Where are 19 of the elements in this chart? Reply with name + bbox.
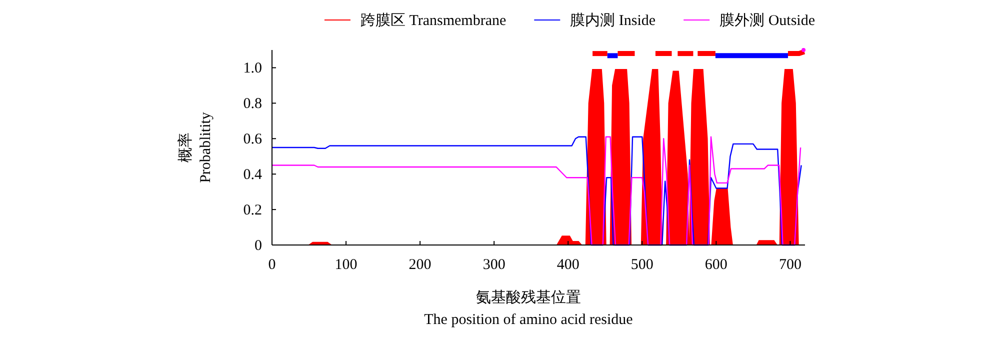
y-tick-label: 0.6: [243, 132, 262, 148]
y-tick-label: 1.0: [243, 60, 262, 77]
legend-label: 膜内测 Inside: [570, 12, 656, 29]
legend-label: 跨膜区 Transmembrane: [360, 12, 506, 29]
y-tick-label: 0: [254, 238, 262, 254]
y-tick-label: 0.4: [243, 167, 262, 184]
x-tick-label: 100: [334, 257, 358, 273]
x-tick-label: 600: [704, 257, 728, 273]
x-tick-label: 200: [408, 257, 432, 273]
x-tick-label: 400: [556, 257, 580, 273]
x-tick-label: 500: [630, 257, 654, 273]
x-tick-label: 0: [268, 257, 276, 273]
y-tick-label: 0.8: [243, 96, 262, 112]
x-axis-title: 氨基酸残基位置 The position of amino acid residue: [424, 289, 634, 328]
x-tick-label: 300: [482, 257, 506, 273]
y-axis-title: 概率 Probablitity: [177, 112, 214, 183]
x-tick-label: 700: [778, 257, 802, 273]
legend-label: 膜外测 Outside: [720, 12, 816, 29]
y-tick-label: 0.2: [243, 202, 262, 219]
